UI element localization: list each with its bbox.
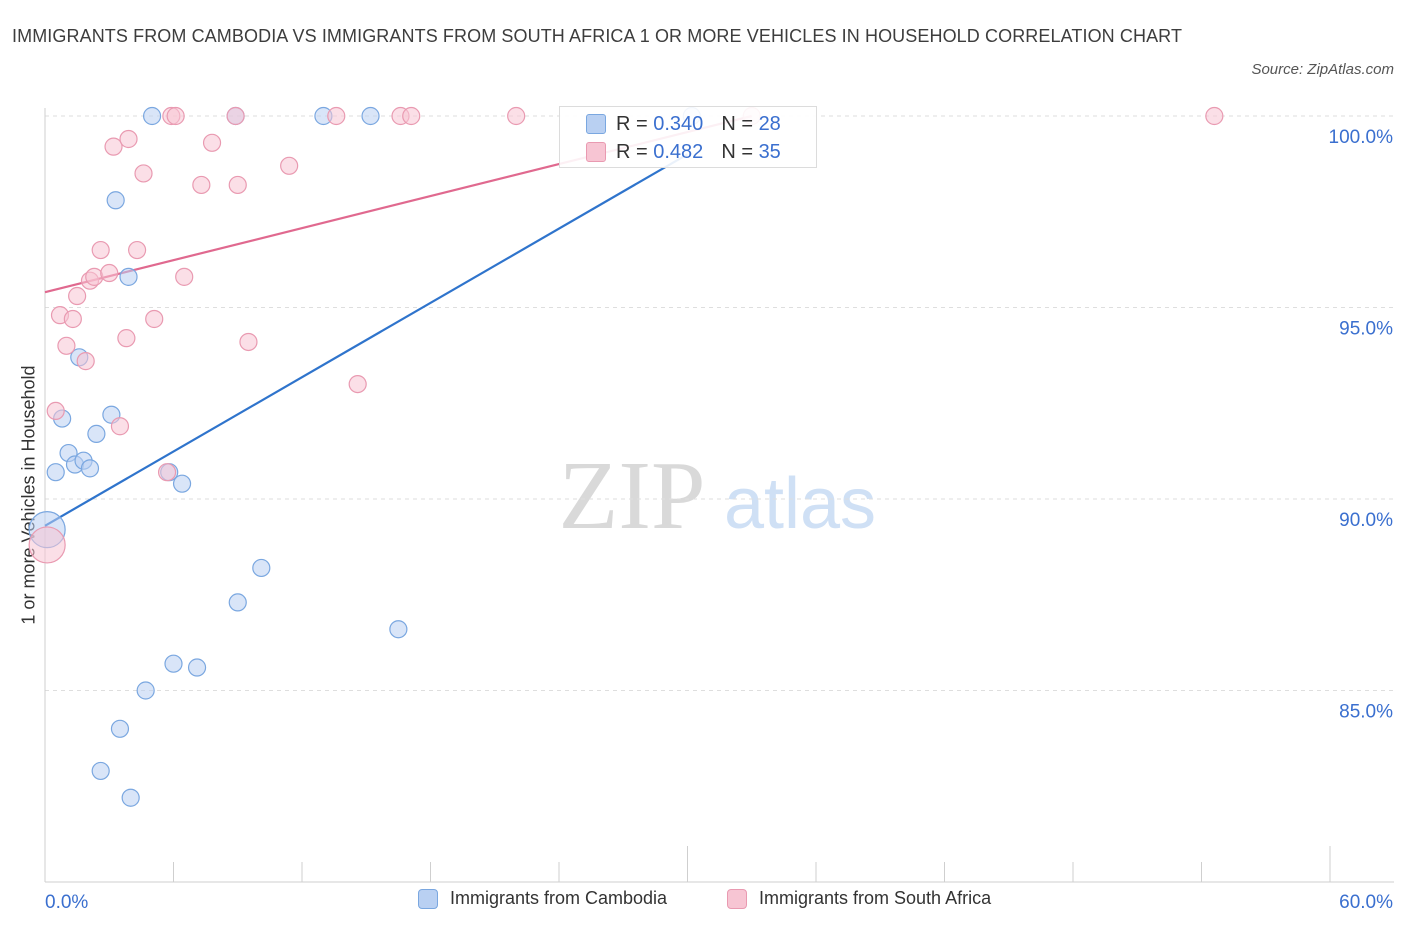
point-south-africa [110,417,130,436]
gridlines [45,115,1394,691]
stats-row-south-africa: R = 0.482 N = 35 [586,138,781,166]
point-south-africa [157,463,177,482]
point-south-africa [127,240,147,260]
point-cambodia [187,658,207,677]
watermark-zip: ZIP [559,442,706,550]
axes [44,108,1394,883]
r-label: R = [616,140,654,163]
watermark-atlas: atlas [724,464,876,544]
point-south-africa [68,286,87,306]
stats-row-cambodia: R = 0.340 N = 28 [586,110,781,138]
point-south-africa [280,156,299,175]
point-south-africa [46,401,65,421]
point-south-africa [119,129,138,149]
legend-swatch-cambodia [418,888,438,909]
legend-item-south-africa[interactable]: Immigrants from South Africa [727,888,991,909]
y-tick-label: 85.0% [1339,702,1393,723]
chart-legend: Immigrants from Cambodia Immigrants from… [0,888,1406,918]
point-cambodia [389,620,408,639]
point-cambodia [164,654,183,673]
source-label: Source: ZipAtlas.com [1251,61,1394,78]
n-label: N = [721,112,759,135]
point-south-africa [28,526,66,564]
point-cambodia [361,106,380,126]
point-cambodia [110,719,130,738]
point-cambodia [142,106,162,126]
y-tick-label: 100.0% [1329,127,1394,148]
point-cambodia [106,191,125,210]
tick-labels: 85.0% 90.0% 95.0% 100.0% 0.0% 60.0% [45,127,1393,913]
point-cambodia [119,267,138,286]
n-value-south-africa: 35 [758,140,781,163]
trend-line-0 [44,153,689,527]
point-cambodia [91,761,110,781]
x-tick-label-max: 60.0% [1339,892,1393,913]
stats-swatch-south-africa [586,142,606,162]
r-label: R = [616,112,654,135]
point-south-africa [117,329,136,348]
x-tick-label-min: 0.0% [45,892,88,913]
point-south-africa [63,309,82,329]
legend-label-south-africa: Immigrants from South Africa [759,888,992,908]
point-south-africa [402,106,421,126]
point-cambodia [80,459,100,478]
point-south-africa [228,175,247,195]
point-south-africa [91,240,110,260]
point-cambodia [228,593,247,612]
legend-label-cambodia: Immigrants from Cambodia [450,888,668,908]
point-south-africa [134,164,153,183]
point-south-africa [1205,106,1224,126]
point-south-africa [76,352,95,371]
point-cambodia [172,474,192,493]
point-south-africa [166,106,185,126]
point-south-africa [507,106,526,126]
y-tick-label: 95.0% [1339,319,1393,340]
point-south-africa [104,137,123,156]
point-south-africa [85,267,104,286]
y-tick-label: 90.0% [1339,510,1393,531]
point-cambodia [252,558,271,578]
n-value-cambodia: 28 [758,112,781,135]
chart-title: IMMIGRANTS FROM CAMBODIA VS IMMIGRANTS F… [12,26,1183,46]
point-cambodia [46,463,65,482]
point-south-africa [145,309,164,329]
point-south-africa [175,267,194,286]
point-south-africa [100,263,119,283]
stats-legend-box: R = 0.340 N = 28 R = 0.482 N = 35 [559,106,817,168]
point-south-africa [192,175,211,195]
legend-swatch-south-africa [727,888,747,909]
zipatlas-watermark: ZIP atlas [559,442,877,550]
stats-swatch-cambodia [586,114,606,134]
point-cambodia [136,681,155,700]
point-south-africa [239,332,258,352]
legend-item-cambodia[interactable]: Immigrants from Cambodia [418,888,667,909]
data-points [28,106,1224,807]
point-south-africa [348,375,367,394]
point-south-africa [327,106,346,126]
point-south-africa [226,106,245,126]
point-south-africa [57,336,76,355]
n-label: N = [721,140,759,163]
r-value-cambodia: 0.340 [653,112,704,135]
point-south-africa [202,133,222,152]
r-value-south-africa: 0.482 [653,140,704,163]
point-cambodia [87,424,106,443]
point-cambodia [121,788,140,807]
